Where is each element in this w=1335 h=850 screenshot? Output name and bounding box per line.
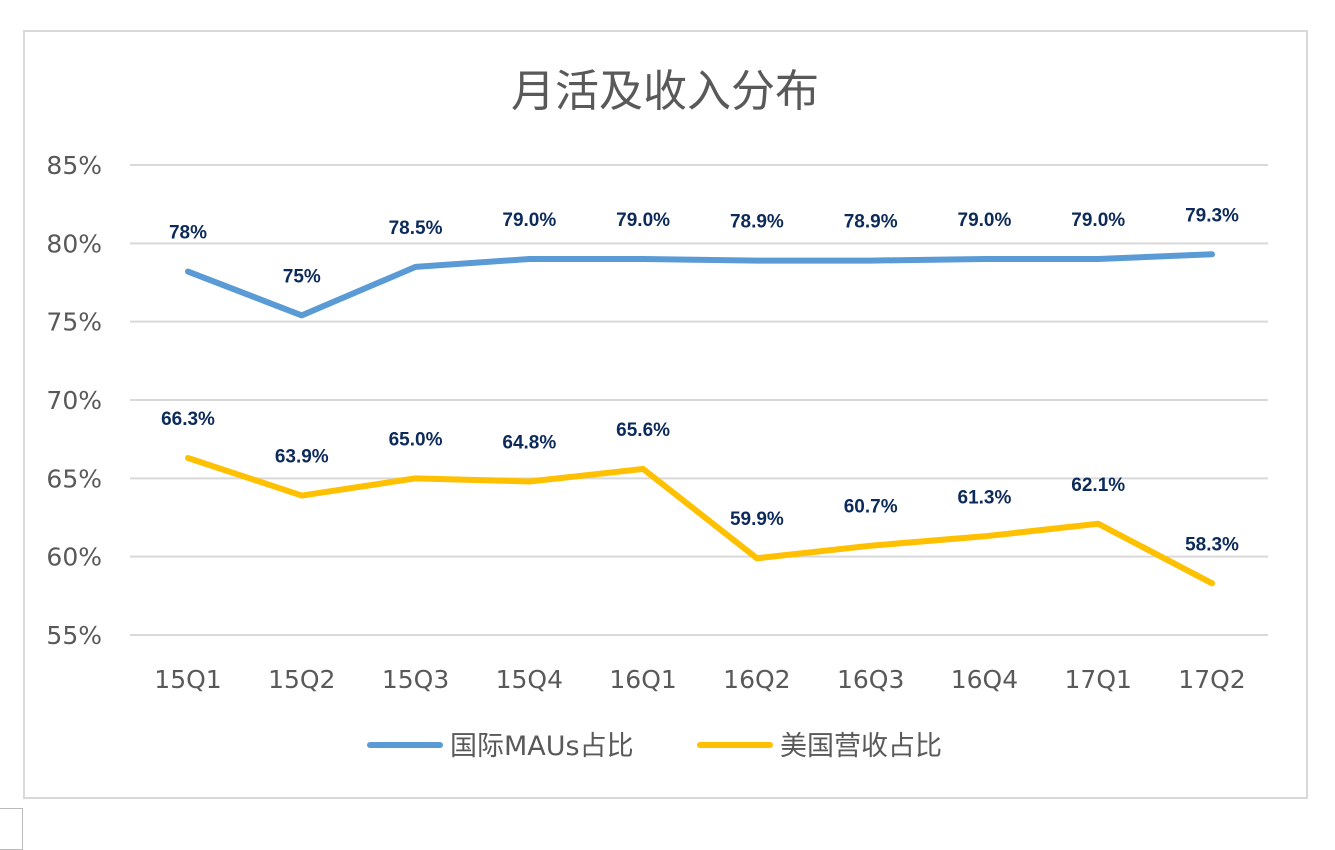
y-tick-label: 60% [46, 543, 102, 572]
data-label: 66.3% [161, 409, 215, 430]
data-label: 79.3% [1185, 205, 1239, 226]
data-label: 78.9% [844, 212, 898, 233]
x-tick-label: 15Q4 [496, 665, 563, 694]
data-label: 75% [283, 266, 321, 287]
y-tick-label: 80% [46, 229, 102, 258]
data-label: 63.9% [275, 447, 329, 468]
data-label: 78.9% [730, 212, 784, 233]
y-tick-label: 75% [46, 308, 102, 337]
data-label: 79.0% [502, 210, 556, 231]
series-line-1 [188, 254, 1212, 315]
x-axis-ticks: 15Q1 15Q2 15Q3 15Q4 16Q1 16Q2 16Q3 16Q4 17Q1 17Q2 [154, 665, 1245, 694]
x-tick-label: 16Q3 [837, 665, 904, 694]
gridlines [130, 165, 1268, 635]
y-tick-label: 55% [46, 621, 102, 650]
x-tick-label: 15Q2 [268, 665, 335, 694]
y-tick-label: 65% [46, 464, 102, 493]
series-lines [188, 254, 1212, 583]
data-label: 61.3% [958, 487, 1012, 508]
data-label: 58.3% [1185, 534, 1239, 555]
y-tick-label: 85% [46, 151, 102, 180]
chart-title: 月活及收入分布 [511, 66, 819, 117]
x-tick-label: 16Q1 [609, 665, 676, 694]
data-label: 78% [169, 223, 207, 244]
data-label: 78.5% [389, 218, 443, 239]
data-label: 65.6% [616, 420, 670, 441]
data-label: 79.0% [1071, 210, 1125, 231]
x-tick-label: 17Q2 [1178, 665, 1245, 694]
data-label: 59.9% [730, 509, 784, 530]
x-tick-label: 17Q1 [1065, 665, 1132, 694]
legend: 国际MAUs占比 美国营收占比 [370, 731, 942, 762]
data-label: 79.0% [616, 210, 670, 231]
data-label: 65.0% [389, 429, 443, 450]
data-label: 60.7% [844, 497, 898, 518]
legend-label: 美国营收占比 [780, 731, 942, 762]
x-tick-label: 15Q3 [382, 665, 449, 694]
data-label: 62.1% [1071, 475, 1125, 496]
y-tick-label: 70% [46, 386, 102, 415]
data-label: 79.0% [958, 210, 1012, 231]
data-label: 64.8% [502, 432, 556, 453]
y-axis-ticks: 55% 60% 65% 70% 75% 80% 85% [46, 151, 102, 650]
series-line-2 [188, 458, 1212, 583]
legend-label: 国际MAUs占比 [450, 731, 634, 762]
x-tick-label: 16Q4 [951, 665, 1018, 694]
x-tick-label: 15Q1 [154, 665, 221, 694]
x-tick-label: 16Q2 [723, 665, 790, 694]
